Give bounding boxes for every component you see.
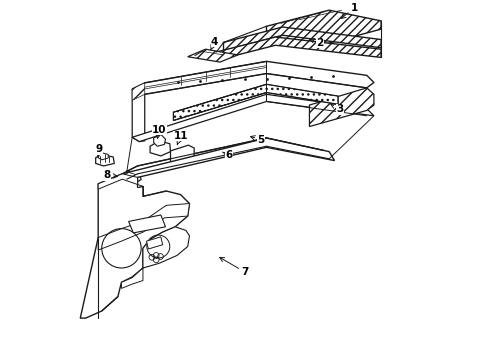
Polygon shape — [132, 83, 145, 100]
Text: 1: 1 — [341, 3, 358, 18]
Text: 5: 5 — [250, 135, 265, 145]
Polygon shape — [98, 203, 190, 250]
Polygon shape — [223, 27, 381, 51]
Polygon shape — [96, 154, 114, 166]
Polygon shape — [98, 174, 143, 189]
Polygon shape — [310, 88, 374, 127]
Text: 3: 3 — [331, 104, 343, 114]
Polygon shape — [128, 215, 166, 233]
Polygon shape — [143, 227, 190, 268]
Polygon shape — [173, 84, 338, 121]
Polygon shape — [98, 153, 108, 160]
Text: 7: 7 — [220, 257, 249, 277]
Polygon shape — [267, 10, 381, 46]
Text: 11: 11 — [173, 131, 188, 144]
Polygon shape — [217, 37, 381, 60]
Polygon shape — [122, 268, 143, 288]
Polygon shape — [132, 61, 374, 94]
Polygon shape — [188, 49, 238, 62]
Polygon shape — [80, 138, 335, 318]
Polygon shape — [132, 94, 374, 141]
Text: 4: 4 — [211, 37, 219, 50]
Polygon shape — [132, 89, 145, 141]
Polygon shape — [127, 138, 329, 179]
Polygon shape — [147, 237, 163, 249]
Polygon shape — [122, 171, 141, 183]
Text: 2: 2 — [310, 38, 324, 48]
Text: 9: 9 — [96, 144, 102, 158]
Polygon shape — [150, 141, 171, 156]
Text: 10: 10 — [152, 125, 167, 139]
Polygon shape — [171, 145, 194, 164]
Polygon shape — [124, 173, 136, 182]
Text: 6: 6 — [222, 150, 233, 160]
Polygon shape — [154, 134, 166, 146]
Text: 8: 8 — [103, 171, 118, 180]
